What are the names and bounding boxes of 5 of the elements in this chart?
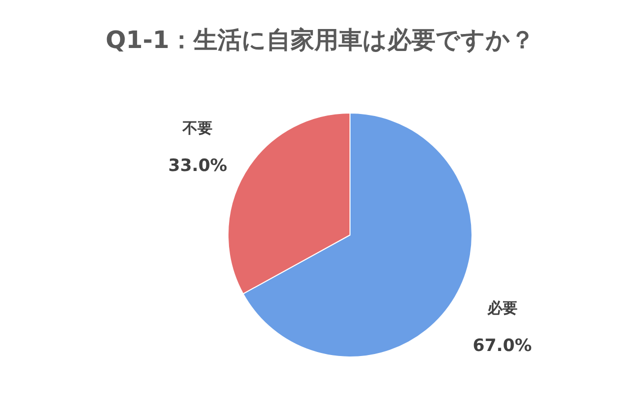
data-label: 33.0% [168,156,228,176]
slice-label: 不要 [182,118,213,137]
chart-title: Q1-1：生活に自家用車は必要ですか？ [106,26,534,54]
data-label: 67.0% [472,336,532,356]
slice-label: 必要 [486,299,518,318]
